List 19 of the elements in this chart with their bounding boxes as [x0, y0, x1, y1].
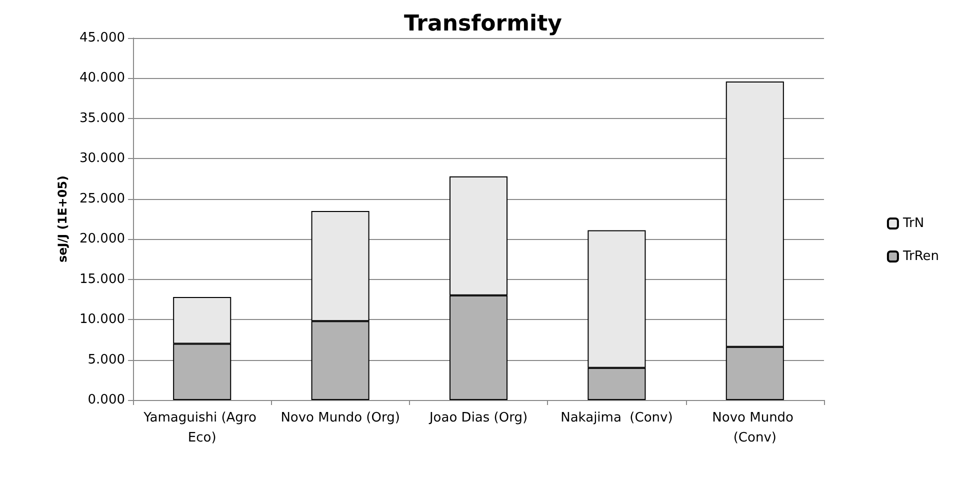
y-tick-label: 45.000	[80, 30, 125, 46]
x-tick-label: Yamaguishi (Agro Eco)	[142, 410, 261, 446]
x-tick-label: Novo Mundo (Conv)	[712, 410, 798, 446]
y-tick-label: 0.000	[88, 392, 125, 408]
x-tick-label: Nakajima (Conv)	[560, 410, 673, 426]
y-axis-title: seJ/J (1E+05)	[56, 175, 70, 263]
x-tick-label: Novo Mundo (Org)	[280, 410, 400, 426]
y-tick-label: 30.000	[80, 151, 125, 166]
y-tick-label: 15.000	[80, 272, 125, 287]
legend-label: TrRen	[902, 249, 939, 264]
y-tick-label: 10.000	[80, 312, 125, 328]
y-tick-label: 20.000	[80, 232, 125, 247]
chart-title: Transformity	[404, 12, 562, 36]
y-tick-label: 40.000	[80, 70, 125, 86]
x-tick-label: Joao Dias (Org)	[428, 410, 528, 426]
y-tick-label: 25.000	[80, 191, 125, 206]
y-tick-label: 5.000	[88, 352, 125, 368]
y-tick-label: 35.000	[80, 110, 125, 126]
legend-label: TrN	[902, 216, 924, 231]
